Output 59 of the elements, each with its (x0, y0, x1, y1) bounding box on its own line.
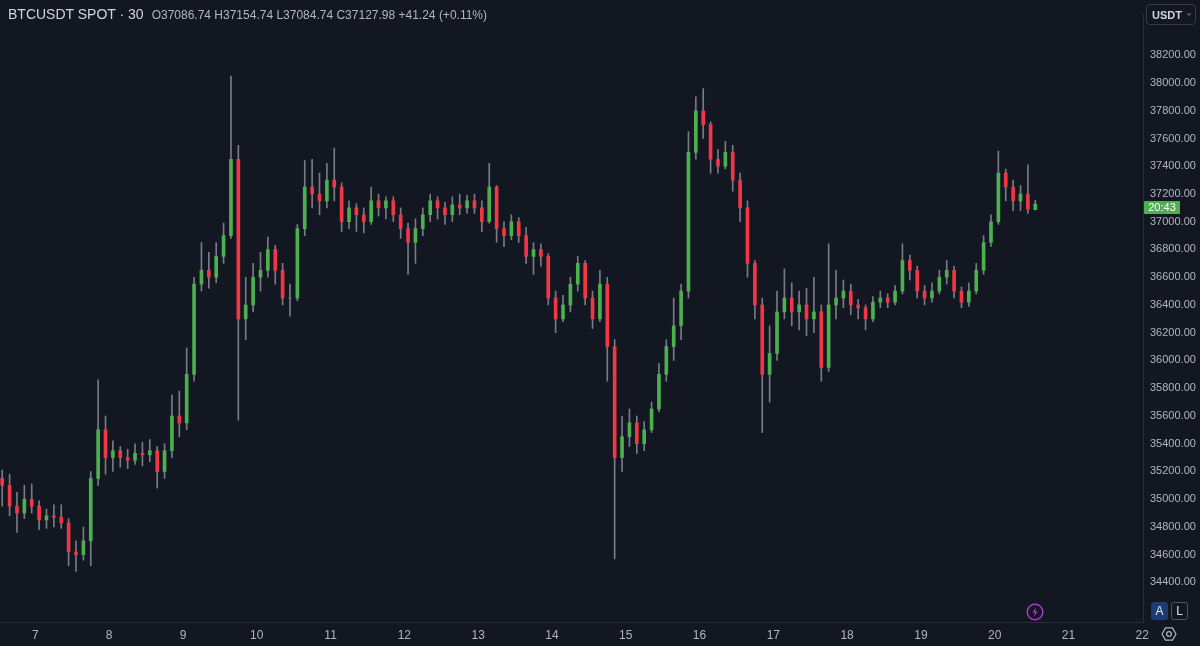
candlestick (74, 540, 78, 572)
y-tick-label: 36400.00 (1150, 298, 1196, 310)
toggle-button: L (1171, 602, 1188, 620)
x-tick-label: 11 (324, 627, 338, 642)
y-tick-label: 37400.00 (1150, 159, 1196, 172)
y-tick-label: 34600.00 (1150, 547, 1196, 560)
dropdown: USDT (1146, 4, 1196, 25)
x-tick-label: 20 (988, 627, 1002, 642)
x-tick-label: 15 (619, 627, 633, 642)
x-tick-label: 7 (32, 627, 40, 642)
x-tick-label: 12 (397, 627, 412, 642)
y-tick-label: 37800.00 (1150, 103, 1196, 116)
candlestick (29, 483, 34, 514)
candlestick (856, 299, 860, 320)
y-tick-label: 35800.00 (1150, 381, 1196, 394)
y-tick-label: 38200.00 (1150, 48, 1196, 61)
y-tick-label: 35200.00 (1150, 464, 1196, 477)
candlestick (812, 276, 816, 334)
x-tick-label: 9 (179, 627, 187, 642)
candlestick (0, 469, 5, 507)
toggle-button: A (1151, 602, 1168, 620)
candlestick (177, 390, 182, 438)
y-tick-label: 37200.00 (1150, 187, 1196, 199)
x-tick-label: 19 (914, 627, 928, 642)
candlestick (52, 504, 56, 528)
y-tick-label: 35000.00 (1150, 492, 1196, 505)
y-tick-label: 36200.00 (1150, 325, 1196, 338)
candlestick (206, 251, 211, 289)
candlestick (797, 290, 801, 331)
x-tick-label: 22 (1135, 627, 1150, 642)
x-tick-label: 17 (766, 627, 781, 642)
x-tick-label: 10 (250, 627, 264, 642)
candlestick (332, 147, 337, 202)
y-tick-label: 37000.00 (1150, 214, 1196, 227)
y-tick-label: 38000.00 (1150, 76, 1196, 88)
candlestick (834, 269, 838, 320)
y-tick-label: 34400.00 (1150, 575, 1196, 588)
y-tick-label: 34800.00 (1150, 519, 1196, 532)
x-tick-label: 13 (471, 627, 486, 642)
candlestick (310, 158, 314, 209)
candlestick (59, 504, 64, 529)
price-tag: 20:43 (1144, 201, 1180, 215)
x-tick-label: 8 (105, 627, 113, 642)
y-tick-label: 37600.00 (1150, 131, 1196, 144)
candlestick (15, 491, 19, 533)
x-tick-label: 18 (840, 627, 855, 642)
chart-title: BTCUSDT SPOT · 30 (8, 6, 144, 22)
candlestick (243, 276, 248, 340)
y-tick-label: 36800.00 (1150, 242, 1196, 255)
x-tick-label: 16 (692, 627, 707, 642)
candlestick (147, 439, 152, 463)
chart-subtitle: O37086.74 H37154.74 L37084.74 C37127.98 +41.24 (+0.11%) (151, 8, 488, 22)
y-tick-label: 36600.00 (1150, 270, 1196, 283)
x-tick-label: 14 (545, 627, 559, 642)
y-tick-label: 35400.00 (1150, 436, 1196, 449)
x-tick-label: 21 (1061, 627, 1076, 642)
y-tick-label: 35600.00 (1150, 408, 1196, 421)
candlestick (457, 193, 462, 216)
y-tick-label: 36000.00 (1150, 353, 1196, 366)
